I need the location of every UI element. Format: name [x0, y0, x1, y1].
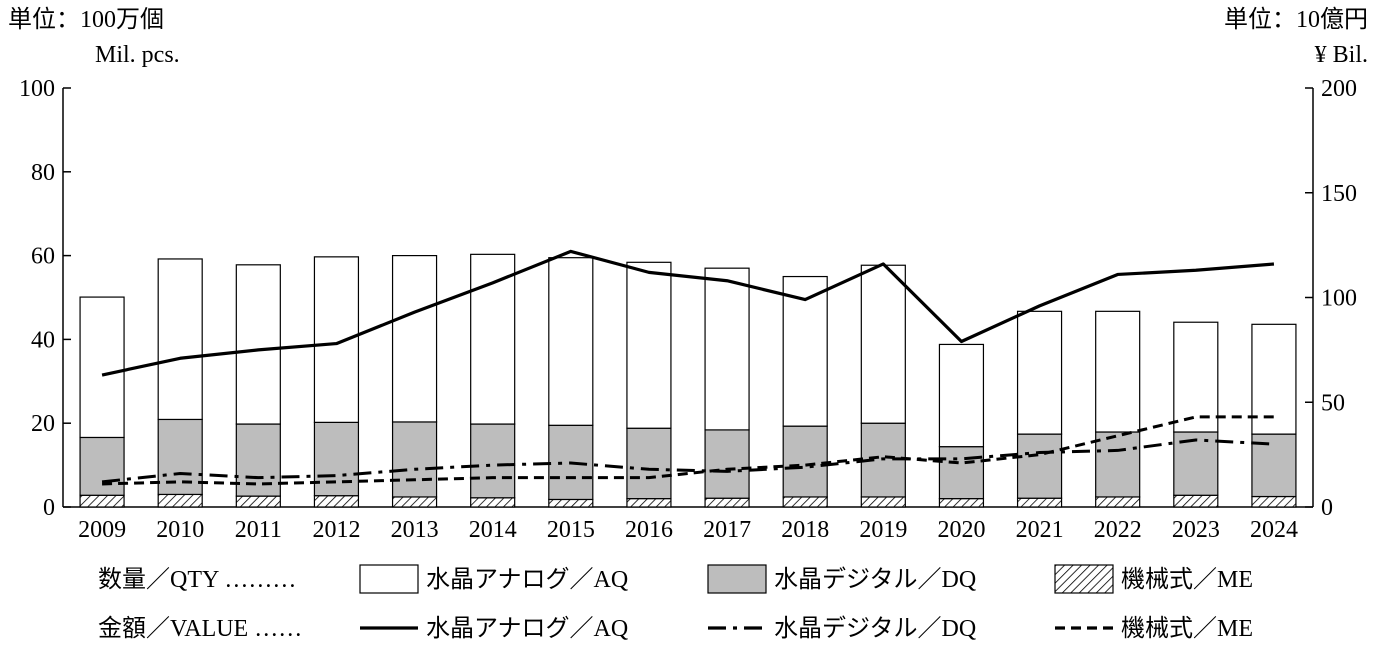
line-series-aq [101, 249, 1275, 377]
x-tick-label: 2014 [469, 517, 517, 543]
bar-segment-me-2011 [235, 495, 281, 508]
bar-segment-aq-2018 [782, 275, 828, 427]
right-unit-label-en: ¥ Bil. [1315, 42, 1368, 68]
bar-segment-aq-2010 [157, 258, 203, 421]
x-tick-label: 2013 [391, 517, 439, 543]
bar-segment-dq-2022 [1095, 431, 1141, 498]
legend-bar-label-dq: 水晶デジタル／DQ [774, 566, 976, 593]
bar-segment-dq-2009 [79, 436, 125, 496]
x-tick-label: 2012 [312, 517, 360, 543]
left-tick-label: 100 [19, 76, 55, 102]
legend-bar-label-me: 機械式／ME [1121, 566, 1253, 593]
x-tick-label: 2015 [547, 517, 595, 543]
bar-segment-me-2020 [938, 498, 985, 508]
bar-segment-aq-2024 [1251, 323, 1297, 435]
bar-segment-me-2021 [1016, 497, 1063, 508]
bar-segment-dq-2011 [235, 423, 281, 497]
bar-segment-me-2015 [548, 498, 594, 508]
legend-line-label-aq: 水晶アナログ／AQ [426, 615, 628, 642]
right-tick-label: 200 [1321, 76, 1357, 102]
bar-segment-aq-2017 [704, 267, 750, 431]
bar-segment-me-2010 [157, 493, 203, 508]
legend-swatch-bar-dq [707, 564, 767, 594]
bar-segment-me-2019 [860, 496, 906, 508]
bar-segment-aq-2020 [938, 343, 985, 448]
x-tick-label: 2010 [156, 517, 204, 543]
left-tick-label: 40 [31, 327, 55, 353]
bar-segment-me-2023 [1173, 494, 1219, 508]
right-tick-label: 50 [1321, 390, 1345, 416]
bar-segment-me-2012 [313, 495, 360, 508]
bar-segment-dq-2010 [157, 418, 203, 496]
bar-segment-dq-2018 [782, 425, 828, 498]
x-tick-label: 2019 [859, 517, 907, 543]
x-tick-label: 2021 [1016, 517, 1064, 543]
bar-segment-me-2024 [1251, 495, 1297, 508]
x-tick-label: 2022 [1094, 517, 1142, 543]
bar-segment-me-2022 [1095, 496, 1141, 508]
legend-line-label-me: 機械式／ME [1121, 615, 1253, 642]
legend-line-label-dq: 水晶デジタル／DQ [774, 615, 976, 642]
x-tick-label: 2024 [1250, 517, 1298, 543]
bar-segment-aq-2014 [470, 253, 516, 425]
bar-segment-me-2017 [704, 497, 750, 508]
bar-segment-me-2016 [626, 498, 672, 508]
bar-segment-dq-2021 [1016, 433, 1063, 499]
left-tick-label: 0 [43, 495, 55, 521]
left-tick-label: 80 [31, 160, 55, 186]
left-tick-label: 20 [31, 411, 55, 437]
bar-segment-me-2014 [470, 497, 516, 508]
bar-segment-aq-2012 [313, 256, 360, 423]
right-unit-label-jp: 単位：10億円 [1224, 6, 1368, 33]
bar-segment-aq-2015 [548, 257, 594, 426]
left-tick-label: 60 [31, 244, 55, 270]
bar-segment-dq-2012 [313, 421, 360, 497]
x-tick-label: 2017 [703, 517, 751, 543]
x-tick-label: 2018 [781, 517, 829, 543]
bar-segment-aq-2011 [235, 264, 281, 425]
x-tick-label: 2011 [235, 517, 282, 543]
legend-swatch-bar-me [1054, 564, 1114, 594]
legend-bar-label-aq: 水晶アナログ／AQ [426, 566, 628, 593]
right-tick-label: 100 [1321, 286, 1357, 312]
x-tick-label: 2023 [1172, 517, 1220, 543]
legend: 数量／QTY ……… 金額／VALUE …… 水晶アナログ／AQ 水晶デジタル／DQ 機… [98, 564, 1253, 642]
bar-segment-dq-2016 [626, 427, 672, 500]
line-series-me [102, 415, 1274, 486]
legend-value-label: 金額／VALUE …… [98, 615, 302, 642]
left-unit-label-jp: 単位：100万個 [8, 6, 164, 33]
x-tick-label: 2020 [937, 517, 985, 543]
left-unit-label-en: Mil. pcs. [95, 42, 180, 68]
plot-area: 0 20 40 60 80 100 0 50 100 150 200 2009 2010 2011 2012… [19, 76, 1357, 543]
bar-segment-dq-2017 [704, 429, 750, 499]
right-tick-label: 150 [1321, 181, 1357, 207]
bar-segment-me-2013 [391, 496, 438, 508]
bar-segment-dq-2013 [391, 421, 438, 498]
bar-segment-aq-2022 [1095, 310, 1141, 433]
bar-segment-aq-2016 [626, 261, 672, 429]
bar-segment-me-2018 [782, 496, 828, 508]
legend-qty-label: 数量／QTY ……… [98, 566, 296, 593]
line-series-dq [101, 438, 1275, 484]
bar-segment-dq-2020 [938, 446, 985, 500]
right-tick-label: 0 [1321, 495, 1333, 521]
legend-swatch-bar-aq [359, 564, 419, 594]
x-tick-label: 2009 [78, 517, 126, 543]
bar-segment-aq-2009 [79, 296, 125, 439]
bar-segment-dq-2014 [470, 423, 516, 499]
bar-segment-aq-2019 [860, 264, 906, 424]
bar-segment-me-2009 [79, 494, 125, 508]
x-tick-label: 2016 [625, 517, 673, 543]
bar-segment-aq-2013 [391, 255, 438, 423]
bar-segment-aq-2021 [1016, 310, 1063, 435]
bar-segment-aq-2023 [1173, 321, 1219, 433]
